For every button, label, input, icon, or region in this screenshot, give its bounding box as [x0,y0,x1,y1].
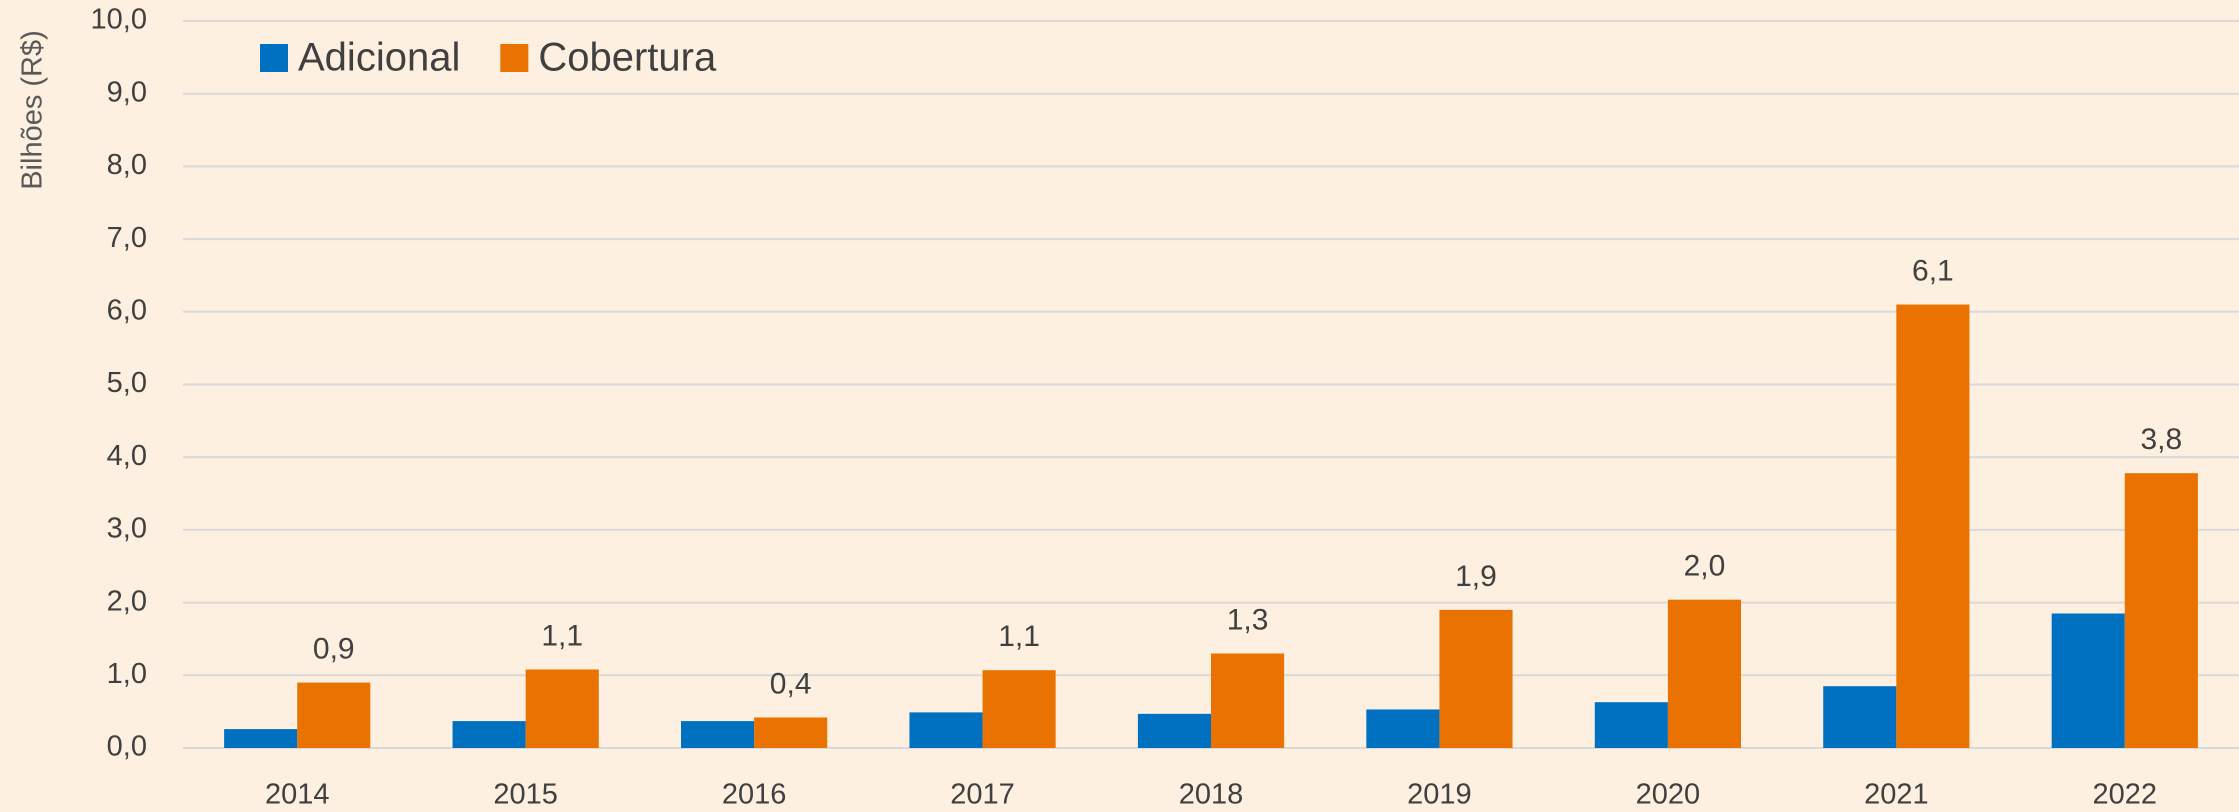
bar [1366,709,1440,748]
bar [2124,473,2198,748]
bar [1439,609,1513,748]
x-tick-label: 2015 [493,779,558,811]
x-tick-label: 2016 [722,779,787,811]
bar [1667,599,1741,748]
y-tick-label: 6,0 [107,294,147,326]
x-tick-label: 2019 [1407,779,1472,811]
y-tick-label: 5,0 [107,367,147,399]
bar [2051,613,2125,748]
data-label: 0,9 [313,632,355,665]
y-tick-label: 9,0 [107,76,147,108]
y-tick-label: 8,0 [107,149,147,181]
legend-swatch [500,44,529,72]
data-label: 2,0 [1684,550,1726,583]
bar [525,669,599,748]
legend-label: Cobertura [538,36,717,80]
bar [1137,713,1211,748]
x-tick-label: 2020 [1636,779,1701,811]
data-label: 3,8 [2140,423,2182,456]
x-tick-label: 2014 [265,779,330,811]
x-tick-label: 2017 [950,779,1015,811]
bar [982,670,1056,748]
y-tick-label: 10,0 [91,4,147,36]
bar [909,712,983,748]
data-label: 1,1 [541,619,583,652]
x-tick-label: 2021 [1864,779,1929,811]
data-label: 1,3 [1227,603,1269,636]
bar [1823,686,1897,748]
data-label: 0,4 [770,667,812,700]
y-tick-label: 3,0 [107,513,147,545]
y-tick-label: 7,0 [107,222,147,254]
y-tick-label: 4,0 [107,440,147,472]
bar [1211,653,1285,748]
data-label: 6,1 [1912,254,1954,287]
legend-label: Adicional [298,36,460,80]
bar [297,682,371,748]
legend-swatch [260,44,288,72]
bar [681,721,755,748]
bar [224,729,298,748]
x-tick-label: 2022 [2093,779,2158,811]
x-tick-label: 2018 [1179,779,1244,811]
bar [452,721,526,748]
y-tick-label: 1,0 [107,658,147,690]
y-axis-title: Bilhões (R$) [17,30,49,190]
y-tick-label: 0,0 [107,731,147,763]
bar [1594,702,1668,748]
data-label: 1,9 [1455,560,1497,593]
data-label: 1,1 [998,620,1040,653]
bar [1896,304,1970,748]
y-tick-label: 2,0 [107,585,147,617]
bar [754,717,828,748]
